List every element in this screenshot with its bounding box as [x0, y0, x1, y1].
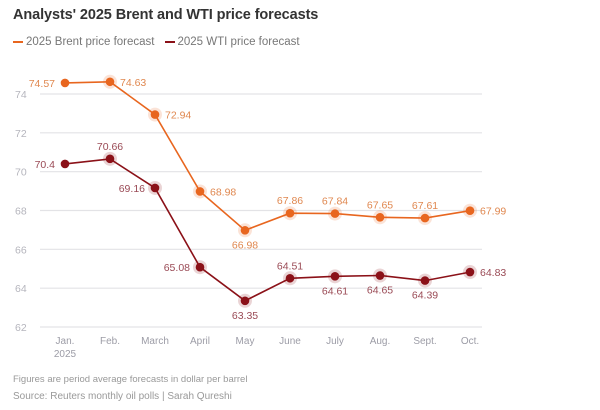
data-label-wti: 64.61: [322, 285, 348, 297]
data-label-brent: 74.63: [120, 77, 146, 89]
data-point-brent: [375, 212, 385, 222]
y-tick-label: 66: [15, 244, 27, 256]
data-point-wti: [240, 296, 250, 306]
data-label-brent: 66.98: [232, 239, 258, 251]
footnote: Figures are period average forecasts in …: [13, 374, 248, 385]
y-tick-label: 74: [15, 89, 27, 101]
data-point-wti: [465, 267, 475, 277]
x-tick-label: June: [279, 336, 301, 347]
legend-item-wti: 2025 WTI price forecast: [164, 36, 300, 48]
series-line-brent: [64, 80, 471, 232]
data-label-wti: 64.51: [277, 260, 303, 272]
line-layer: [64, 80, 471, 302]
series-line-wti: [64, 158, 471, 302]
data-label-wti: 70.66: [97, 141, 123, 153]
data-point-wti: [60, 159, 70, 169]
y-tick-label: 70: [15, 167, 27, 179]
data-label-wti: 64.65: [367, 285, 393, 297]
line-chart: 74.57 74.63 72.94 68.98 66.98 67.86 67.84 67.65…: [15, 74, 507, 360]
data-point-brent: [420, 213, 430, 223]
data-point-wti: [330, 272, 340, 281]
label-layer: 74.57 74.63 72.94 68.98 66.98 67.86 67.84 67.65…: [29, 77, 507, 322]
data-point-wti: [105, 154, 115, 164]
x-tick-label: Aug.: [370, 336, 391, 347]
data-point-wti: [285, 273, 295, 283]
data-point-brent: [285, 208, 295, 218]
legend-label-wti: 2025 WTI price forecast: [177, 36, 300, 48]
x-tick-label: May: [236, 336, 255, 347]
data-label-brent: 67.84: [322, 196, 348, 208]
data-label-brent: 72.94: [165, 110, 191, 122]
source-credit: Source: Reuters monthly oil polls | Sara…: [13, 391, 232, 402]
data-point-wti: [150, 183, 160, 193]
chart-title: Analysts' 2025 Brent and WTI price forec…: [13, 7, 319, 23]
legend-swatch-wti: [164, 41, 175, 43]
data-label-wti: 69.16: [119, 183, 145, 195]
y-tick-label: 68: [15, 206, 27, 218]
x-tick-label: Feb.: [100, 336, 120, 347]
data-label-wti: 64.39: [412, 290, 438, 302]
data-point-brent: [195, 187, 205, 196]
data-point-wti: [420, 276, 430, 285]
axis-layer: 62 64 66 68 70 72 74 Jan. 2025 Feb. March April May J…: [15, 89, 479, 360]
data-point-wti: [375, 271, 385, 280]
x-tick-label: Sept.: [413, 336, 436, 347]
y-tick-label: 62: [15, 322, 27, 334]
data-label-wti: 64.83: [480, 267, 506, 279]
x-tick-label: July: [326, 336, 344, 347]
data-point-brent: [465, 206, 475, 215]
data-label-brent: 67.61: [412, 200, 438, 212]
legend-item-brent: 2025 Brent price forecast: [13, 36, 155, 48]
data-point-brent: [60, 78, 70, 88]
data-label-wti: 65.08: [164, 262, 190, 274]
point-layer: [60, 74, 477, 308]
x-tick-label: March: [141, 336, 169, 347]
data-label-brent: 67.86: [277, 195, 303, 207]
legend-swatch-brent: [13, 41, 23, 43]
grid-layer: [40, 93, 482, 328]
data-label-brent: 67.99: [480, 206, 506, 218]
x-tick-label: Jan. 2025: [54, 336, 77, 360]
chart-legend: 2025 Brent price forecast 2025 WTI price…: [13, 36, 310, 48]
y-tick-label: 64: [15, 283, 27, 295]
x-tick-label: April: [190, 336, 210, 347]
data-point-brent: [330, 209, 340, 218]
x-tick-label: Oct.: [461, 336, 479, 347]
legend-label-brent: 2025 Brent price forecast: [26, 36, 155, 48]
y-tick-label: 72: [15, 128, 27, 140]
data-label-brent: 67.65: [367, 199, 393, 211]
data-label-brent: 68.98: [210, 186, 236, 198]
data-point-brent: [150, 110, 160, 119]
data-label-wti: 63.35: [232, 310, 258, 322]
data-point-wti: [195, 262, 205, 272]
data-label-wti: 70.4: [35, 159, 56, 171]
data-point-brent: [240, 226, 250, 235]
data-point-brent: [105, 77, 115, 87]
data-label-brent: 74.57: [29, 78, 55, 90]
